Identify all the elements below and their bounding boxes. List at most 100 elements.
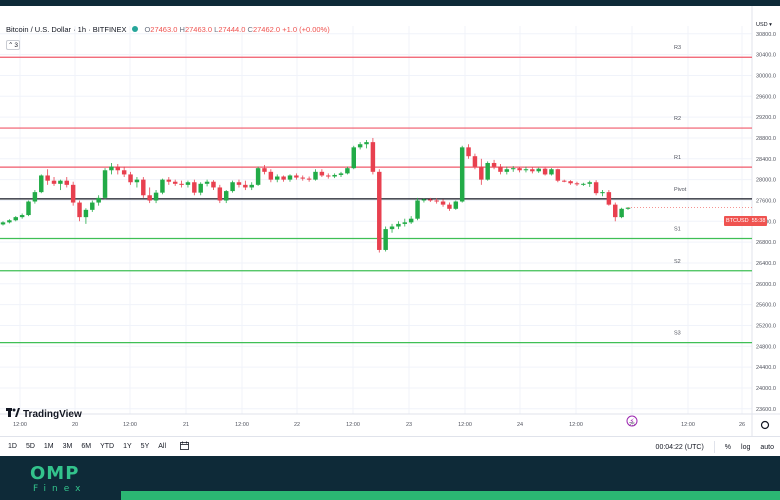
- range-button-ytd[interactable]: YTD: [100, 443, 115, 450]
- candle-body[interactable]: [45, 175, 50, 181]
- range-button-1d[interactable]: 1D: [8, 443, 17, 450]
- settings-gear-icon[interactable]: [760, 420, 770, 430]
- candle-body[interactable]: [281, 176, 286, 180]
- candle-body[interactable]: [211, 181, 216, 188]
- candle-body[interactable]: [185, 182, 191, 185]
- candle-body[interactable]: [223, 191, 229, 201]
- candle-body[interactable]: [568, 181, 573, 184]
- candle-body[interactable]: [249, 184, 254, 188]
- candle-body[interactable]: [619, 208, 624, 218]
- candle-body[interactable]: [581, 183, 586, 185]
- candle-body[interactable]: [587, 182, 592, 184]
- candle-body[interactable]: [415, 200, 420, 219]
- candle-body[interactable]: [141, 179, 146, 196]
- candle-body[interactable]: [357, 144, 363, 148]
- candle-body[interactable]: [370, 142, 376, 172]
- candle-body[interactable]: [243, 184, 248, 188]
- candle-body[interactable]: [204, 181, 210, 184]
- candle-body[interactable]: [396, 223, 401, 227]
- candle-body[interactable]: [255, 168, 261, 185]
- candle-body[interactable]: [217, 187, 223, 201]
- candle-body[interactable]: [287, 175, 293, 180]
- candle-body[interactable]: [625, 207, 631, 209]
- candle-body[interactable]: [13, 217, 18, 221]
- candle-body[interactable]: [262, 168, 267, 172]
- candle-body[interactable]: [491, 162, 497, 167]
- candle-body[interactable]: [102, 170, 108, 198]
- candle-body[interactable]: [600, 192, 605, 194]
- candle-body[interactable]: [472, 156, 478, 167]
- candle-body[interactable]: [606, 192, 612, 205]
- candle-body[interactable]: [0, 222, 6, 225]
- candle-body[interactable]: [230, 182, 235, 192]
- candle-body[interactable]: [134, 179, 140, 183]
- candle-body[interactable]: [300, 177, 305, 179]
- candle-body[interactable]: [485, 162, 490, 180]
- candle-body[interactable]: [383, 229, 388, 250]
- candle-body[interactable]: [434, 200, 439, 202]
- indicators-toggle-button[interactable]: ⌃ 3: [6, 40, 20, 50]
- candle-body[interactable]: [389, 226, 395, 230]
- candle-body[interactable]: [574, 183, 580, 185]
- auto-toggle[interactable]: auto: [760, 443, 774, 451]
- candle-body[interactable]: [421, 199, 427, 201]
- candle-body[interactable]: [345, 168, 350, 174]
- candle-body[interactable]: [408, 218, 414, 223]
- candle-body[interactable]: [613, 204, 618, 218]
- candle-body[interactable]: [549, 169, 554, 175]
- candle-body[interactable]: [523, 169, 529, 171]
- candle-body[interactable]: [275, 176, 280, 180]
- candle-body[interactable]: [192, 182, 197, 193]
- utc-clock[interactable]: 00:04:22 (UTC): [655, 443, 704, 451]
- candle-body[interactable]: [440, 201, 446, 205]
- range-button-1y[interactable]: 1Y: [123, 443, 132, 450]
- candle-body[interactable]: [517, 168, 522, 171]
- price-chart[interactable]: USD ▾ 30800.0 30400.0 30000.0 29600.0 29200.0…: [0, 6, 780, 436]
- candle-body[interactable]: [561, 180, 567, 182]
- candle-body[interactable]: [90, 202, 95, 210]
- candle-body[interactable]: [64, 180, 70, 185]
- range-button-1m[interactable]: 1M: [43, 443, 54, 450]
- candle-body[interactable]: [96, 197, 101, 203]
- omp-brand-logo[interactable]: OMP: [30, 463, 80, 484]
- candle-body[interactable]: [115, 166, 121, 171]
- candle-body[interactable]: [555, 169, 561, 181]
- candle-body[interactable]: [306, 178, 312, 180]
- chart-area[interactable]: USD ▾ 30800.0 30400.0 30000.0 29600.0 29200.0…: [0, 6, 780, 460]
- candle-body[interactable]: [39, 175, 44, 193]
- candle-body[interactable]: [166, 179, 172, 182]
- candle-body[interactable]: [51, 180, 57, 184]
- candle-body[interactable]: [402, 222, 408, 224]
- candle-body[interactable]: [19, 215, 25, 218]
- candle-body[interactable]: [109, 166, 114, 171]
- candle-body[interactable]: [7, 220, 12, 223]
- range-button-all[interactable]: All: [158, 443, 167, 450]
- candle-body[interactable]: [32, 192, 38, 202]
- price-axis-currency[interactable]: USD ▾: [756, 22, 772, 28]
- candle-body[interactable]: [479, 166, 484, 180]
- calendar-icon[interactable]: [180, 441, 189, 452]
- candle-body[interactable]: [77, 202, 82, 218]
- range-button-5d[interactable]: 5D: [25, 443, 35, 450]
- candle-body[interactable]: [58, 180, 63, 184]
- candle-body[interactable]: [26, 201, 31, 216]
- tradingview-logo[interactable]: TradingView: [6, 408, 82, 420]
- candle-body[interactable]: [498, 166, 503, 172]
- candle-body[interactable]: [83, 209, 89, 218]
- candle-body[interactable]: [530, 169, 535, 172]
- candle-body[interactable]: [459, 147, 465, 202]
- candle-body[interactable]: [542, 168, 548, 175]
- candle-body[interactable]: [268, 171, 274, 180]
- candle-body[interactable]: [351, 147, 356, 169]
- candle-body[interactable]: [364, 142, 369, 145]
- candle-body[interactable]: [160, 179, 165, 193]
- candle-body[interactable]: [121, 170, 127, 175]
- candle-body[interactable]: [593, 182, 599, 194]
- candle-body[interactable]: [510, 168, 516, 170]
- candle-body[interactable]: [332, 174, 337, 177]
- candle-body[interactable]: [447, 204, 452, 209]
- candle-body[interactable]: [179, 183, 184, 185]
- candle-body[interactable]: [147, 195, 152, 201]
- candle-body[interactable]: [453, 201, 459, 209]
- symbol-title[interactable]: Bitcoin / U.S. Dollar · 1h · BITFINEX: [6, 24, 127, 34]
